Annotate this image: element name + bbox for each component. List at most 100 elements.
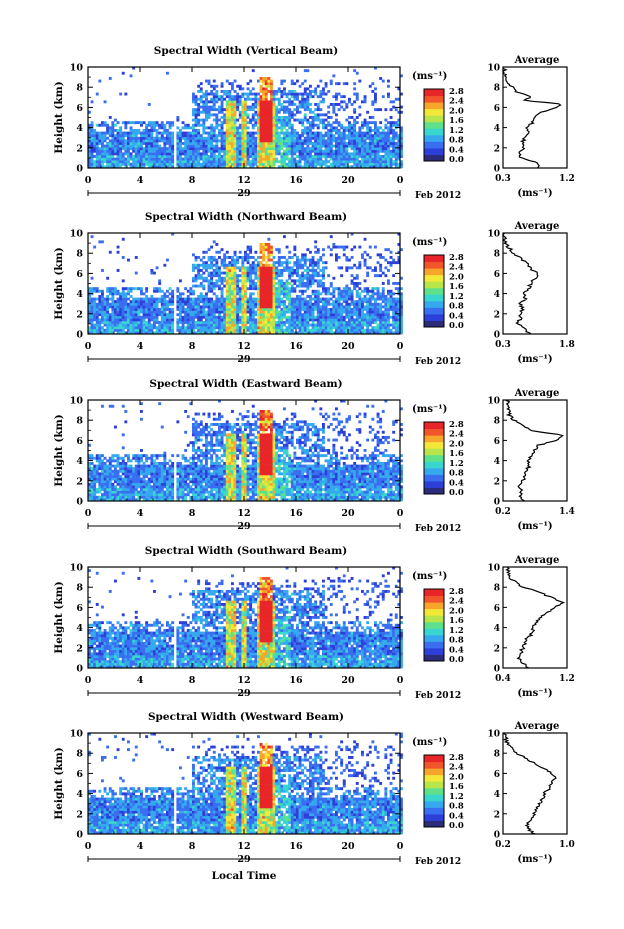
colorbar-swatch	[424, 428, 444, 436]
profile-x-axis-label: (ms⁻¹)	[517, 188, 552, 199]
colorbar-swatch	[424, 800, 444, 808]
y-tick-label: 0	[76, 330, 83, 341]
profile-y-tick-label: 0	[494, 165, 500, 175]
x-tick-label: 0	[85, 508, 92, 519]
profile-x-axis-label: (ms⁻¹)	[517, 354, 552, 365]
colorbar-swatch	[424, 154, 444, 162]
y-tick-label: 10	[70, 563, 84, 574]
profile-x-tick-label: 0.4	[495, 674, 511, 684]
colorbar-swatch	[424, 461, 444, 469]
colorbar-tick-label: 2.4	[449, 763, 464, 773]
y-tick-label: 6	[76, 103, 83, 114]
profile-y-tick-label: 4	[494, 624, 500, 634]
y-tick-label: 2	[76, 143, 83, 154]
profile-y-tick-label: 10	[487, 730, 500, 740]
colorbar-swatch	[424, 647, 444, 655]
colorbar-unit-label: (ms⁻¹)	[412, 737, 447, 748]
y-tick-label: 4	[76, 789, 83, 800]
colorbar-swatch	[424, 281, 444, 289]
profile-frame	[502, 232, 568, 335]
day-label: 29	[237, 688, 251, 699]
profile-x-axis-label: (ms⁻¹)	[517, 688, 552, 699]
day-label: 29	[237, 521, 251, 532]
colorbar-swatch	[424, 147, 444, 155]
profile-y-tick-label: 0	[494, 665, 500, 675]
date-label: Feb 2012	[415, 691, 461, 701]
y-tick-label: 8	[76, 249, 83, 260]
colorbar-tick-label: 2.4	[449, 97, 464, 107]
colorbar-tick-label: 0.0	[449, 321, 464, 331]
profile-y-tick-label: 0	[494, 331, 500, 341]
date-label: Feb 2012	[415, 524, 461, 534]
profile-x-tick-label: 1.2	[559, 174, 575, 184]
date-label: Feb 2012	[415, 357, 461, 367]
x-tick-label: 4	[137, 508, 144, 519]
colorbar-swatch	[424, 608, 444, 616]
y-tick-label: 2	[76, 476, 83, 487]
profile-y-tick-label: 2	[494, 310, 500, 320]
colorbar-swatch	[424, 95, 444, 103]
profile-y-tick-label: 6	[494, 270, 500, 280]
colorbar-swatch	[424, 115, 444, 123]
colorbar-tick-label: 2.8	[449, 87, 464, 97]
colorbar-tick-label: 2.0	[449, 439, 464, 449]
colorbar-frame	[423, 754, 445, 828]
profile-x-tick-label: 1.2	[559, 674, 575, 684]
colorbar-tick-label: 1.6	[449, 449, 464, 459]
colorbar-unit-label: (ms⁻¹)	[412, 71, 447, 82]
x-tick-label: 12	[237, 841, 250, 852]
x-tick-label: 16	[289, 341, 303, 352]
x-tick-label: 0	[85, 841, 92, 852]
colorbar-tick-label: 0.8	[449, 636, 464, 646]
colorbar-swatch	[424, 307, 444, 315]
colorbar-swatch	[424, 441, 444, 449]
x-tick-label: 16	[289, 175, 303, 186]
profile-y-tick-label: 8	[494, 750, 500, 760]
colorbar-tick-label: 0.0	[449, 821, 464, 831]
colorbar-swatch	[424, 595, 444, 603]
profile-frame	[502, 566, 568, 669]
y-tick-label: 10	[70, 229, 84, 240]
colorbar-swatch	[424, 261, 444, 269]
panel-title: Spectral Width (Eastward Beam)	[149, 378, 342, 390]
colorbar-swatch	[424, 602, 444, 610]
profile-title: Average	[514, 555, 560, 566]
colorbar-swatch	[424, 768, 444, 776]
colorbar-swatch	[424, 755, 444, 763]
colorbar-frame	[423, 254, 445, 328]
profile-title: Average	[514, 221, 560, 232]
y-axis-label: Height (km)	[53, 247, 65, 319]
profile-y-tick-label: 0	[494, 498, 500, 508]
colorbar-swatch	[424, 454, 444, 462]
colorbar-tick-label: 0.4	[449, 145, 464, 155]
day-label: 29	[237, 854, 251, 865]
colorbar-swatch	[424, 654, 444, 662]
date-label: Feb 2012	[415, 191, 461, 201]
profile-y-tick-label: 2	[494, 644, 500, 654]
x-tick-label: 4	[137, 841, 144, 852]
colorbar-swatch	[424, 474, 444, 482]
profile-y-tick-label: 6	[494, 770, 500, 780]
y-tick-label: 10	[70, 63, 84, 74]
profile-title: Average	[514, 55, 560, 66]
colorbar-swatch	[424, 294, 444, 302]
profile-y-tick-label: 4	[494, 290, 500, 300]
colorbar-swatch	[424, 141, 444, 149]
colorbar-tick-label: 0.8	[449, 469, 464, 479]
colorbar-unit-label: (ms⁻¹)	[412, 571, 447, 582]
colorbar-unit-label: (ms⁻¹)	[412, 404, 447, 415]
colorbar-swatch	[424, 621, 444, 629]
date-label: Feb 2012	[415, 857, 461, 867]
profile-y-tick-label: 4	[494, 790, 500, 800]
colorbar-tick-label: 0.8	[449, 136, 464, 146]
colorbar-tick-label: 1.2	[449, 126, 464, 136]
y-tick-label: 6	[76, 603, 83, 614]
y-tick-label: 8	[76, 416, 83, 427]
day-label: 29	[237, 188, 251, 199]
panel-2: Spectral Width (Eastward Beam) 0 2 4 6 8 10 Hei…	[53, 378, 575, 534]
profile-line	[505, 399, 565, 502]
colorbar-tick-label: 0.4	[449, 645, 464, 655]
profile-title: Average	[514, 721, 560, 732]
colorbar-swatch	[424, 255, 444, 263]
